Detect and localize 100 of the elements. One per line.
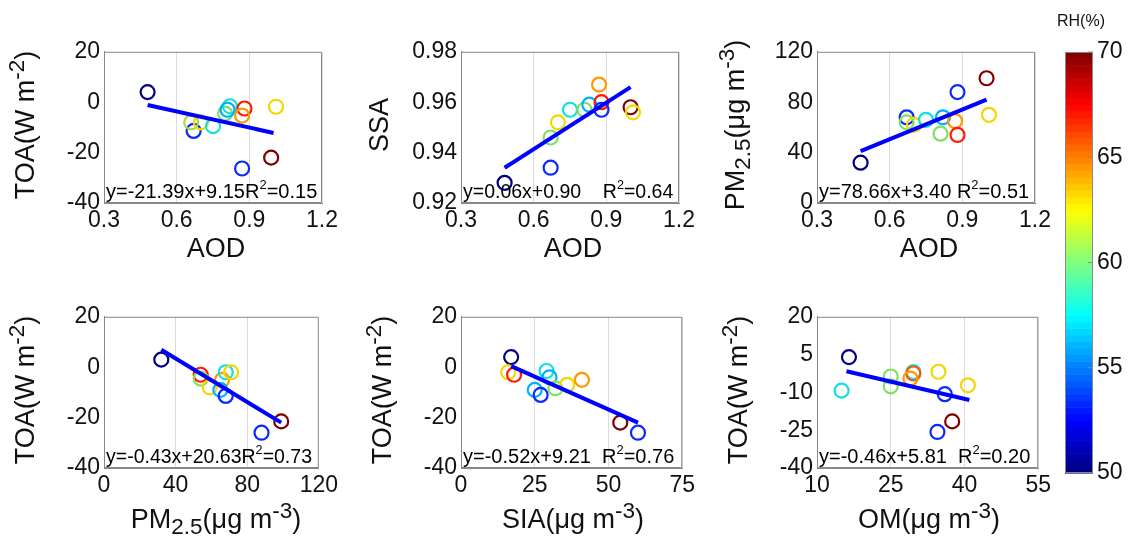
point [932,125,949,142]
x-tick-label: 1.2 [306,206,339,233]
point [541,369,558,386]
y-tick-label: 0.98 [412,37,457,64]
point [949,126,966,144]
x-axis-title: AOD [543,233,603,264]
point [503,349,520,366]
x-tick-label: 120 [299,471,338,498]
point [882,378,899,395]
point [905,116,922,133]
x-tick-label: 0.6 [160,206,193,233]
color-bar-label: 55 [1097,353,1123,380]
point [549,114,566,131]
y-tick-label: -10 [779,377,813,404]
point [217,364,234,381]
x-tick-label: 40 [162,471,189,498]
y-tick-label: 120 [774,37,813,64]
y-tick-label: -20 [66,402,100,429]
point [542,129,559,146]
x-tick-label: 25 [877,471,904,498]
y-tick-label: -40 [423,453,457,480]
point [573,371,591,388]
point [917,111,935,128]
y-tick-label: 0 [87,352,100,379]
x-tick-label: 1.2 [663,206,696,233]
y-tick-label: 20 [74,37,100,64]
point [547,380,564,397]
point [980,106,998,123]
point [934,109,952,126]
point [833,382,850,399]
point [593,94,610,111]
point [192,114,209,131]
point [936,386,953,403]
point [526,381,543,398]
color-bar-label: 65 [1097,142,1123,169]
x-axis-title: OM(μg m$^{-3}$) [857,498,1001,535]
x-axis-title: PM$_{2.5}$(μg m$^{-3}$) [130,498,302,541]
x-tick-label: 0.6 [517,206,550,233]
point [253,424,270,441]
x-tick-label: 25 [521,471,548,498]
point [959,377,977,394]
point [201,379,218,396]
point [542,159,559,176]
point [267,98,285,115]
point [217,105,234,122]
point [612,414,629,431]
point [576,101,593,118]
y-tick-label: 20 [787,302,813,329]
point [902,370,919,387]
point [946,113,964,130]
x-axis-title: AOD [186,233,246,264]
point [538,362,555,380]
point [944,413,961,430]
y-tick-label: -20 [423,402,457,429]
color-bar-title: RH(%) [1057,12,1105,30]
point [192,366,209,383]
point [898,114,915,131]
x-tick-label: 55 [1025,471,1052,498]
y-tick-label: -40 [66,453,100,480]
point [929,423,946,441]
color-bar-label: 70 [1097,37,1123,64]
point [852,154,869,171]
y-tick-label: 0 [444,352,457,379]
point [223,364,240,381]
point [233,107,251,124]
y-axis-title: SSA [363,97,395,153]
x-tick-label: 75 [669,471,696,498]
point [561,101,579,118]
point [629,424,647,441]
point [532,386,549,404]
x-tick-label: 0.9 [946,206,979,233]
point [500,364,517,381]
point [624,104,642,121]
point [153,351,170,368]
point [930,363,947,380]
point [192,370,209,387]
x-tick-label: 80 [234,471,261,498]
y-tick-label: 40 [787,137,813,164]
y-tick-label: 20 [74,302,100,329]
point [212,381,229,398]
color-bar-label: 60 [1097,247,1123,274]
point [978,70,995,87]
y-tick-label: 20 [431,302,457,329]
x-axis-title: SIA(μg m$^{-3}$) [501,498,645,535]
point [139,84,156,101]
point [263,149,280,166]
x-tick-label: 0.9 [590,206,623,233]
y-tick-label: -20 [66,137,100,164]
y-tick-label: 0.96 [412,87,457,114]
point [593,101,610,118]
point [233,160,251,177]
point [236,100,253,117]
point [898,109,915,126]
y-tick-label: 5 [800,339,813,366]
x-axis-title: AOD [899,233,959,264]
y-tick-label: -25 [779,415,813,442]
point [590,76,608,93]
point [185,122,202,140]
point [949,84,966,101]
point [622,99,639,116]
